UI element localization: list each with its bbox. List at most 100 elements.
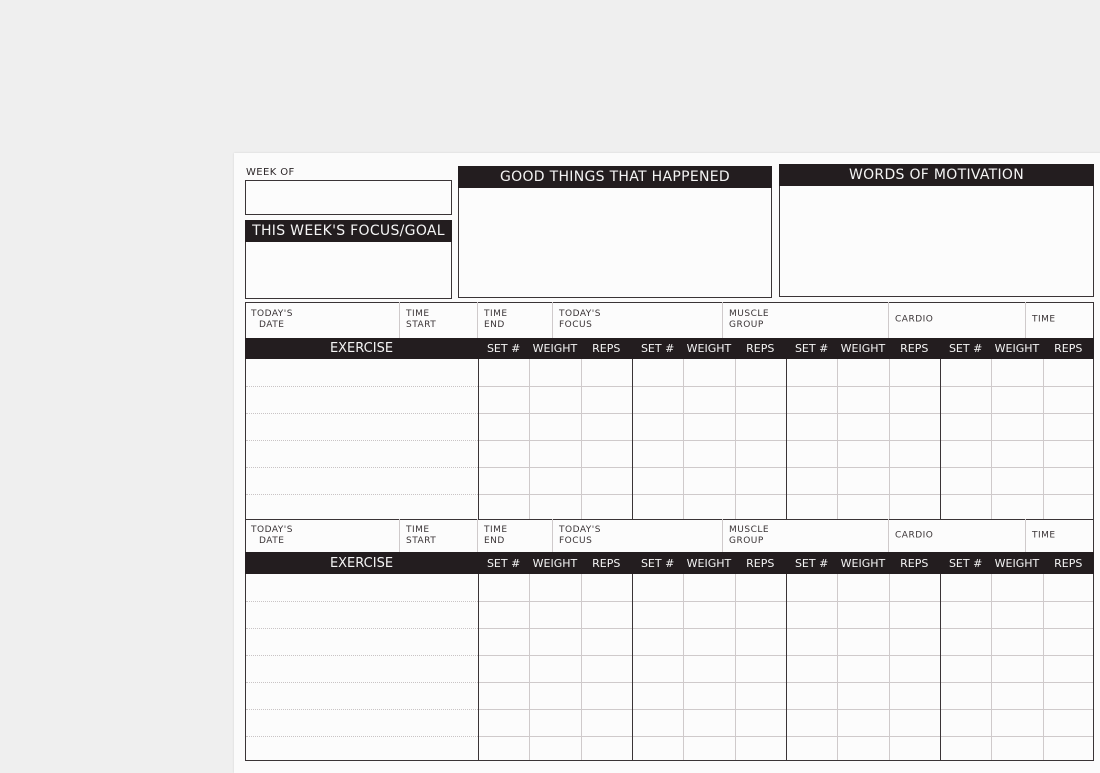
set-group-divider — [940, 359, 941, 519]
info-label-line: FOCUS — [559, 320, 593, 330]
set-column-header: WEIGHT — [840, 342, 886, 355]
exercise-input[interactable] — [246, 629, 477, 655]
set-column-header: WEIGHT — [532, 556, 578, 570]
set-group-divider — [478, 574, 479, 760]
set-group-divider — [786, 574, 787, 760]
exercise-row-line — [246, 628, 478, 629]
info-label-cardio: CARDIO — [895, 314, 934, 325]
set-row-line — [478, 682, 1093, 683]
week-of-label: WEEK OF — [246, 167, 295, 178]
good-things-title: GOOD THINGS THAT HAPPENED — [458, 166, 772, 188]
info-label-todays-date: TODAY'S DATE — [251, 309, 293, 331]
info-label-muscle-group: MUSCLE GROUP — [729, 525, 769, 547]
week-of-field[interactable] — [245, 180, 452, 215]
info-label-line: START — [406, 320, 437, 330]
info-label-line: TIME — [406, 309, 430, 319]
set-column-header: SET # — [640, 342, 675, 355]
exercise-input[interactable] — [246, 710, 477, 736]
info-field-cardio[interactable]: CARDIO — [888, 302, 1025, 338]
focus-goal-title: THIS WEEK'S FOCUS/GOAL — [245, 220, 452, 242]
set-column-header: SET # — [640, 556, 675, 570]
info-label-time-start: TIME START — [406, 309, 436, 331]
set-column-divider — [837, 359, 839, 519]
info-label-line: MUSCLE — [729, 309, 770, 319]
info-field-time-end[interactable]: TIME END — [477, 302, 552, 338]
set-column-header: WEIGHT — [686, 556, 732, 570]
info-field-todays-date[interactable]: TODAY'S DATE — [245, 302, 399, 338]
set-column-divider — [734, 574, 736, 760]
set-column-header: WEIGHT — [994, 342, 1040, 355]
set-row-line — [478, 709, 1093, 710]
set-row-line — [478, 655, 1093, 656]
exercise-row-line — [246, 655, 478, 656]
set-row-line — [478, 386, 1093, 387]
exercise-header: EXERCISE — [329, 555, 394, 571]
set-column-divider — [580, 574, 582, 760]
info-label-line: TODAY'S — [251, 524, 293, 535]
motivation-field[interactable] — [779, 164, 1094, 297]
set-column-header: REPS — [746, 556, 775, 570]
set-group-divider — [940, 574, 941, 760]
exercise-row-line — [246, 736, 478, 737]
good-things-field[interactable] — [458, 166, 772, 298]
set-group-divider — [478, 359, 479, 519]
set-column-header: REPS — [592, 342, 621, 355]
info-field-time[interactable]: TIME — [1025, 519, 1094, 552]
set-group-divider — [786, 359, 787, 519]
exercise-row-line — [246, 467, 478, 468]
info-field-time[interactable]: TIME — [1025, 302, 1094, 338]
exercise-input[interactable] — [246, 495, 477, 521]
info-label-line: DATE — [259, 320, 285, 330]
exercise-input[interactable] — [246, 656, 477, 682]
info-label-line: DATE — [259, 535, 285, 546]
exercise-input[interactable] — [246, 468, 477, 494]
motivation-title: WORDS OF MOTIVATION — [779, 164, 1094, 186]
info-label-line: GROUP — [729, 535, 764, 546]
info-label-line: TODAY'S — [559, 524, 601, 535]
set-column-header: REPS — [592, 556, 621, 570]
info-field-muscle-group[interactable]: MUSCLE GROUP — [722, 519, 888, 552]
info-label-line: END — [484, 320, 505, 330]
info-label-time-end: TIME END — [484, 309, 508, 331]
set-column-divider — [991, 574, 993, 760]
set-row-line — [478, 494, 1093, 495]
info-field-cardio[interactable]: CARDIO — [888, 519, 1025, 552]
set-column-header: SET # — [948, 342, 983, 355]
exercise-row-line — [246, 386, 478, 387]
exercise-input[interactable] — [246, 602, 477, 628]
set-column-header: REPS — [746, 342, 775, 355]
set-row-line — [478, 440, 1093, 441]
exercise-input[interactable] — [246, 387, 477, 413]
info-field-todays-focus[interactable]: TODAY'S FOCUS — [552, 302, 722, 338]
set-column-divider — [888, 359, 890, 519]
set-column-divider — [991, 359, 993, 519]
exercise-input[interactable] — [246, 575, 477, 601]
set-column-header: WEIGHT — [840, 556, 886, 570]
set-column-divider — [529, 359, 531, 519]
set-column-divider — [1042, 359, 1044, 519]
exercise-input[interactable] — [246, 441, 477, 467]
info-field-todays-focus[interactable]: TODAY'S FOCUS — [552, 519, 722, 552]
info-field-todays-date[interactable]: TODAY'S DATE — [245, 519, 399, 552]
info-label-todays-focus: TODAY'S FOCUS — [559, 525, 601, 547]
exercise-row-line — [246, 413, 478, 414]
exercise-input[interactable] — [246, 414, 477, 440]
info-label-time: TIME — [1032, 530, 1056, 540]
exercise-header-bar: EXERCISE SET # WEIGHT REPS SET # WEIGHT REPS SE… — [245, 338, 1094, 359]
info-label-line: TIME — [484, 309, 508, 319]
info-field-time-end[interactable]: TIME END — [477, 519, 552, 552]
set-column-header: SET # — [486, 342, 521, 355]
info-label-line: START — [406, 535, 437, 546]
info-field-muscle-group[interactable]: MUSCLE GROUP — [722, 302, 888, 338]
set-column-header: SET # — [794, 556, 829, 570]
set-group-divider — [632, 359, 633, 519]
info-field-time-start[interactable]: TIME START — [399, 519, 477, 552]
info-label-line: FOCUS — [559, 535, 593, 546]
exercise-input[interactable] — [246, 683, 477, 709]
exercise-input[interactable] — [246, 360, 477, 386]
set-column-header: REPS — [900, 342, 929, 355]
set-column-divider — [1042, 574, 1044, 760]
set-column-divider — [580, 359, 582, 519]
info-label-line: TIME — [484, 524, 508, 535]
info-field-time-start[interactable]: TIME START — [399, 302, 477, 338]
